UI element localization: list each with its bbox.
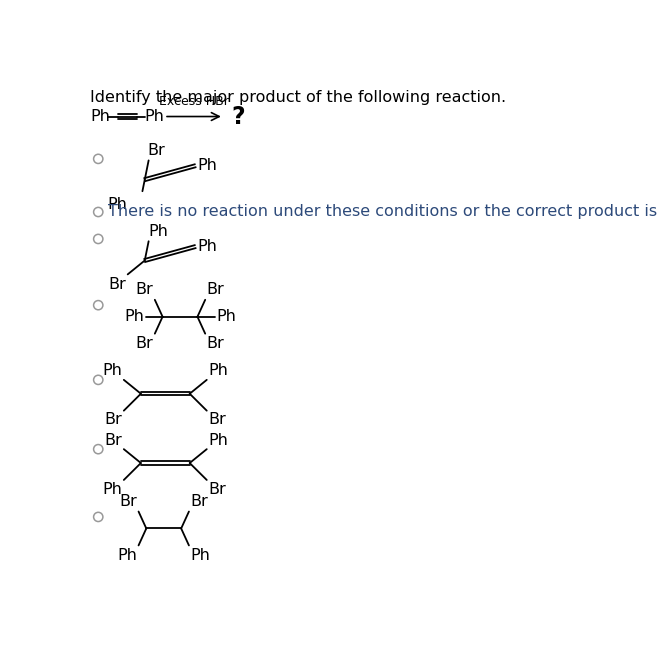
Text: Br: Br (119, 494, 137, 509)
Text: Ph: Ph (124, 309, 144, 324)
Text: Ph: Ph (209, 433, 228, 448)
Text: Br: Br (109, 277, 126, 292)
Text: Ph: Ph (103, 363, 122, 379)
Text: Br: Br (209, 481, 226, 497)
Text: Br: Br (191, 494, 209, 509)
Text: Ph: Ph (103, 481, 122, 497)
Text: Ph: Ph (117, 548, 137, 563)
Text: Br: Br (136, 282, 154, 298)
Text: There is no reaction under these conditions or the correct product is not listed: There is no reaction under these conditi… (109, 204, 662, 219)
Text: Ph: Ph (149, 224, 169, 239)
Text: Br: Br (207, 282, 224, 298)
Text: Br: Br (136, 336, 154, 351)
Text: Br: Br (105, 433, 122, 448)
Text: Ph: Ph (107, 198, 127, 212)
Text: Excess HBr: Excess HBr (159, 95, 229, 108)
Text: Identify the major product of the following reaction.: Identify the major product of the follow… (91, 90, 506, 105)
Text: Ph: Ph (216, 309, 236, 324)
Text: Ph: Ph (197, 158, 217, 173)
Text: Ph: Ph (197, 239, 217, 254)
Text: Ph: Ph (191, 548, 211, 563)
Text: Ph: Ph (145, 109, 165, 124)
Text: Br: Br (209, 412, 226, 427)
Text: Ph: Ph (91, 109, 111, 124)
Text: ?: ? (232, 105, 245, 129)
Text: Ph: Ph (209, 363, 228, 379)
Text: Br: Br (105, 412, 122, 427)
Text: Br: Br (147, 143, 165, 158)
Text: Br: Br (207, 336, 224, 351)
